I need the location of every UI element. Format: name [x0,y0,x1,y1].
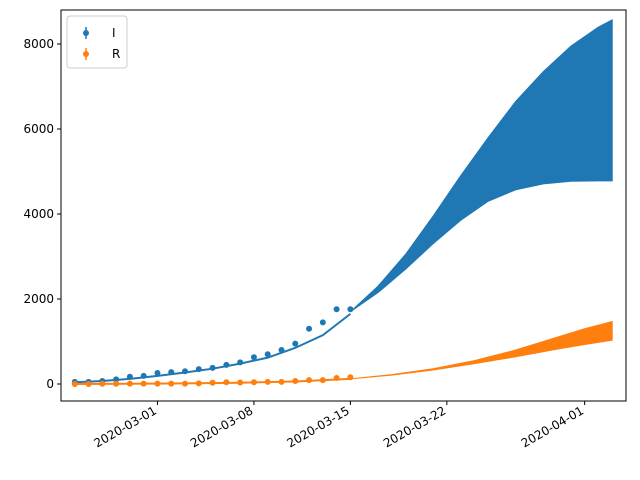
point-r [168,380,175,387]
x-tick: 2020-04-01 [519,401,586,450]
y-axis: 0 2000 4000 6000 8000 [23,37,61,391]
legend-marker-i [83,30,89,36]
band-r [350,320,613,380]
point-i [319,319,326,326]
legend-entry-i: I [83,26,116,40]
point-i [306,325,313,332]
point-r [85,381,92,387]
point-r [223,379,230,386]
point-i [264,351,271,358]
y-tick-label: 4000 [23,207,54,221]
point-r [113,380,120,387]
point-i [182,368,189,375]
y-tick-label: 6000 [23,122,54,136]
point-i [126,373,133,380]
point-r [278,378,285,385]
point-r [140,380,147,387]
legend-label-r: R [112,47,120,61]
point-r [292,378,299,385]
x-tick-label: 2020-03-22 [381,403,448,450]
y-tick: 2000 [23,292,61,306]
point-i [154,369,161,376]
point-i [223,361,230,368]
x-tick: 2020-03-15 [284,401,352,450]
point-r [154,380,161,387]
x-tick: 2020-03-08 [188,401,255,450]
plot-area [71,18,613,387]
point-r [71,381,78,387]
point-i [333,306,340,313]
x-tick-label: 2020-03-08 [188,403,255,450]
point-r [250,379,257,386]
point-i [292,340,299,347]
y-tick: 0 [46,377,61,391]
point-r [126,380,133,387]
legend-label-i: I [112,26,116,40]
point-i [113,376,120,383]
y-tick: 8000 [23,37,61,51]
legend-marker-r [83,51,89,57]
y-tick-label: 2000 [23,292,54,306]
y-tick: 4000 [23,207,61,221]
fit-line-i [74,313,352,384]
x-tick: 2020-03-22 [381,401,448,450]
point-i [209,364,216,371]
point-i [250,354,257,361]
point-r [306,377,313,384]
point-i [237,359,244,366]
legend: I R [66,15,128,69]
point-r [182,380,189,387]
point-r [333,375,340,382]
point-i [278,347,285,353]
y-tick-label: 0 [46,377,54,391]
y-tick-label: 8000 [23,37,54,51]
x-axis: 2020-03-01 2020-03-08 2020-03-15 2020-03-22… [92,401,586,450]
point-r [99,380,106,387]
point-r [264,378,271,385]
point-r [209,379,216,386]
x-tick-label: 2020-04-01 [519,403,586,450]
point-r [195,380,202,387]
x-tick-label: 2020-03-15 [284,403,351,450]
band-i [350,18,613,313]
point-i [140,372,147,379]
point-i [168,369,175,376]
point-i [347,306,354,313]
point-r [347,374,354,381]
y-tick: 6000 [23,122,61,136]
legend-entry-r: R [83,47,120,61]
x-tick: 2020-03-01 [92,401,159,450]
point-i [195,366,202,373]
point-r [237,379,244,386]
axes-frame [60,9,627,402]
legend-box [66,15,128,69]
x-tick-label: 2020-03-01 [92,403,159,450]
point-r [319,377,326,384]
